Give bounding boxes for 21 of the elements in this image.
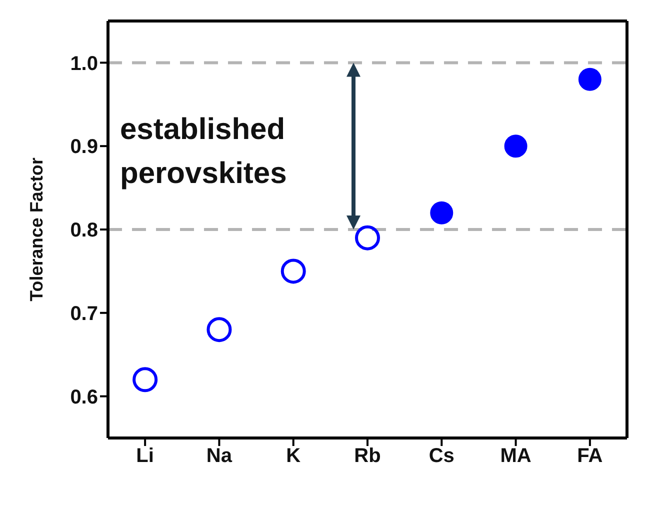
x-tick-label: K — [286, 445, 302, 468]
x-tick-label: FA — [577, 445, 603, 468]
point — [578, 68, 602, 91]
y-tick-label: 0.9 — [70, 136, 98, 158]
point — [132, 367, 158, 392]
point — [206, 317, 232, 342]
point — [430, 201, 454, 224]
point — [504, 134, 528, 158]
y-tick-label: 0.8 — [70, 220, 98, 242]
point — [355, 225, 380, 250]
x-tick-label: MA — [500, 445, 532, 468]
y-axis-title: Tolerance Factor — [26, 158, 46, 302]
x-tick-label: Rb — [354, 445, 381, 468]
x-tick-label: Cs — [428, 445, 454, 468]
y-tick-label: 1.0 — [70, 52, 98, 75]
point — [280, 258, 306, 284]
y-tick-label: 0.7 — [70, 303, 98, 325]
x-tick-label: Li — [136, 445, 154, 468]
y-tick-label: 0.6 — [70, 386, 98, 408]
annotation: established perovskites — [120, 112, 288, 192]
x-tick-label: Na — [206, 445, 233, 468]
